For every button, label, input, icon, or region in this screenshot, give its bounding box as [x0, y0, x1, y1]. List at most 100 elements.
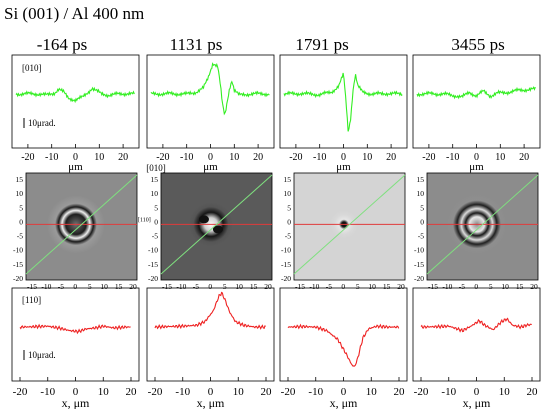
top-profile-trace [283, 72, 403, 132]
x-tick-label: 0 [208, 282, 212, 291]
dipole-lobe [212, 225, 223, 234]
y-tick-label: -15 [148, 260, 158, 269]
diagonal-cut-line [25, 174, 138, 275]
x-tick-label: -5 [459, 282, 465, 291]
x-tick-label: 10 [368, 282, 376, 291]
x-tick-label: -20 [148, 386, 163, 398]
diagonal-cut-line [160, 174, 273, 275]
x-tick-label: -10 [309, 282, 319, 291]
diagonal-cut-line [293, 174, 406, 275]
x-tick-label: 20 [126, 386, 138, 398]
bottom-profile-panel: -20 -10 0 10 20 x, μm [146, 287, 275, 409]
x-tick-label: 10 [495, 152, 505, 163]
x-tick-label: 0 [341, 152, 346, 163]
panel-frame [146, 287, 275, 382]
x-tick-label: -5 [193, 282, 199, 291]
x-tick-label: 20 [519, 152, 529, 163]
figure-title: Si (001) / Al 400 nm [4, 4, 145, 23]
x-tick-label: 5 [489, 282, 493, 291]
x-axis-label: μm [68, 161, 83, 173]
x-tick-label: 10 [501, 282, 509, 291]
x-tick-label: 5 [223, 282, 227, 291]
x-axis-label: μm [203, 161, 218, 173]
panel-frame [412, 54, 541, 149]
x-tick-label: 10 [229, 152, 239, 163]
axis-direction-label: [110] [138, 217, 151, 223]
y-tick-label: 0 [154, 217, 158, 226]
map-panel: 15 10 5 0 -5 -10 -15 -20 -15 -10 -5 0 5 10 15 20 [110] [13, 172, 151, 291]
y-tick-label: 0 [420, 217, 424, 226]
x-tick-label: 0 [474, 386, 480, 398]
time-label: -164 ps [37, 35, 88, 54]
x-tick-label: 20 [394, 386, 406, 398]
map-panel: 15 10 5 0 -5 -10 -15 -20 -15 -10 -5 0 5 10 15 20 [414, 172, 539, 291]
bottom-profile-trace [287, 323, 400, 367]
x-axis-label: x, μm [197, 396, 225, 409]
x-tick-label: -15 [295, 282, 305, 291]
x-tick-label: -10 [40, 386, 55, 398]
dipole-lobe [198, 215, 209, 224]
x-tick-label: 0 [341, 282, 345, 291]
x-tick-label: -20 [422, 152, 435, 163]
y-tick-label: 10 [417, 189, 425, 198]
scale-label: 10μrad. [28, 350, 56, 360]
y-tick-label: 5 [154, 203, 158, 212]
direction-label: [010] [146, 163, 166, 173]
y-tick-label: 5 [420, 203, 424, 212]
bottom-profile-trace [19, 323, 131, 335]
x-tick-label: 10 [100, 282, 108, 291]
x-tick-label: -5 [326, 282, 332, 291]
y-tick-label: -15 [414, 260, 424, 269]
x-tick-label: -10 [176, 282, 186, 291]
y-tick-label: -5 [152, 232, 158, 241]
x-tick-label: 5 [88, 282, 92, 291]
x-tick-label: 0 [474, 282, 478, 291]
x-tick-label: 15 [115, 282, 123, 291]
x-tick-label: -15 [162, 282, 172, 291]
x-axis-label: x, μm [330, 396, 358, 409]
x-tick-label: 0 [208, 386, 214, 398]
x-tick-label: -10 [175, 386, 190, 398]
x-tick-label: 20 [530, 282, 538, 291]
top-profile-panel: -20 -10 0 10 20 μm [279, 54, 408, 173]
panel-frame [412, 287, 541, 382]
y-tick-label: 15 [151, 175, 159, 184]
x-tick-label: -20 [21, 152, 34, 163]
y-tick-label: -15 [281, 260, 291, 269]
map-panel: 15 10 5 0 -5 -10 -15 -20 -15 -10 -5 0 5 10 15 20 [010] [146, 163, 273, 291]
x-tick-label: 20 [253, 152, 263, 163]
x-axis-label: x, μm [463, 396, 491, 409]
x-tick-label: 10 [235, 282, 243, 291]
top-profile-panel: -20 -10 0 10 20 μm [146, 54, 275, 173]
x-axis-label: x, μm [62, 396, 90, 409]
y-tick-label: 10 [284, 189, 292, 198]
map-panel: 15 10 5 0 -5 -10 -15 -20 -15 -10 -5 0 5 10 15 20 [281, 172, 406, 291]
x-tick-label: -10 [41, 282, 51, 291]
y-tick-label: 15 [417, 175, 425, 184]
diagonal-cut-line [426, 174, 539, 275]
x-tick-label: 10 [94, 152, 104, 163]
x-tick-label: 15 [516, 282, 524, 291]
y-tick-label: -5 [285, 232, 291, 241]
x-tick-label: -20 [13, 386, 28, 398]
x-tick-label: 15 [383, 282, 391, 291]
y-tick-label: -10 [148, 246, 158, 255]
x-tick-label: 20 [527, 386, 539, 398]
x-tick-label: -5 [58, 282, 64, 291]
y-tick-label: 10 [16, 189, 24, 198]
bottom-profile-trace [154, 291, 266, 330]
x-tick-label: 0 [73, 152, 78, 163]
y-tick-label: 0 [19, 217, 23, 226]
x-tick-label: -10 [45, 152, 58, 163]
x-tick-label: 10 [499, 386, 511, 398]
y-tick-label: 5 [287, 203, 291, 212]
x-tick-label: -10 [180, 152, 193, 163]
scale-label: 10μrad. [28, 118, 56, 128]
x-tick-label: 20 [261, 386, 273, 398]
top-profile-panel: -20 -10 0 10 20 μm [010] 10μrad. [11, 54, 140, 173]
y-tick-label: -10 [281, 246, 291, 255]
top-profile-trace [150, 62, 270, 116]
x-tick-label: 20 [118, 152, 128, 163]
x-tick-label: -20 [156, 152, 169, 163]
